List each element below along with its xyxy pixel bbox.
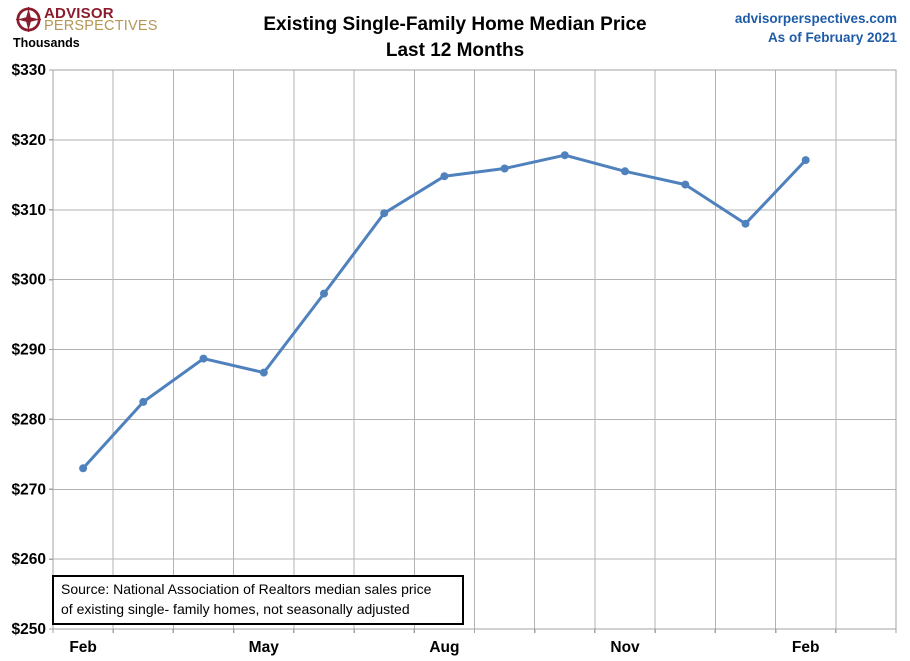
y-axis-label: $260 xyxy=(12,551,46,568)
y-axis-label: $290 xyxy=(12,342,46,359)
logo-advisor-text: ADVISOR xyxy=(44,5,114,22)
advisor-perspectives-logo: ADVISOR PERSPECTIVES xyxy=(16,5,158,34)
series-line xyxy=(81,153,808,470)
data-point xyxy=(741,219,750,228)
axis-labels: $330 $320 $310 $300 $290 $280 $270 $260 $250 Feb M… xyxy=(12,62,820,656)
logo-perspectives-text: PERSPECTIVES xyxy=(44,18,158,34)
y-axis-label: $310 xyxy=(12,202,46,219)
data-point xyxy=(259,368,268,377)
data-point xyxy=(801,156,810,165)
y-axis-label: $320 xyxy=(12,132,46,149)
source-note-line2: of existing single- family homes, not se… xyxy=(61,601,410,617)
chart-title-line1: Existing Single-Family Home Median Price xyxy=(263,14,647,35)
y-axis-label: $270 xyxy=(12,481,46,498)
data-point xyxy=(440,172,449,181)
chart-title: Existing Single-Family Home Median Price… xyxy=(0,12,910,64)
x-axis-label: Feb xyxy=(69,639,97,656)
data-point xyxy=(79,464,88,473)
x-axis-label: Aug xyxy=(429,639,459,656)
data-point xyxy=(681,180,690,189)
as-of-date-text: As of February 2021 xyxy=(767,30,897,45)
data-point xyxy=(199,354,208,363)
y-axis-units-label: Thousands xyxy=(13,36,80,50)
source-note-box: Source: National Association of Realtors… xyxy=(52,575,464,625)
axis-ticks xyxy=(49,69,897,633)
data-point xyxy=(500,164,509,173)
site-url-text: advisorperspectives.com xyxy=(734,11,897,26)
y-axis-label: $300 xyxy=(12,272,46,289)
y-axis-label: $330 xyxy=(12,62,46,79)
x-axis-label: Feb xyxy=(792,639,820,656)
data-point xyxy=(621,167,629,176)
data-point xyxy=(320,289,328,298)
chart-title-line2: Last 12 Months xyxy=(385,40,525,61)
x-axis-label: Nov xyxy=(610,639,640,656)
header-right-block: advisorperspectives.com As of February 2… xyxy=(735,9,897,47)
grid-lines xyxy=(53,70,896,629)
data-point xyxy=(139,397,148,406)
source-note-line1: Source: National Association of Realtors… xyxy=(61,581,432,597)
compass-rose-icon xyxy=(16,7,41,32)
x-axis-label: May xyxy=(249,639,280,656)
data-point xyxy=(560,151,569,160)
y-axis-label: $280 xyxy=(12,411,46,428)
y-axis-label: $250 xyxy=(12,621,46,638)
data-point xyxy=(380,209,389,218)
